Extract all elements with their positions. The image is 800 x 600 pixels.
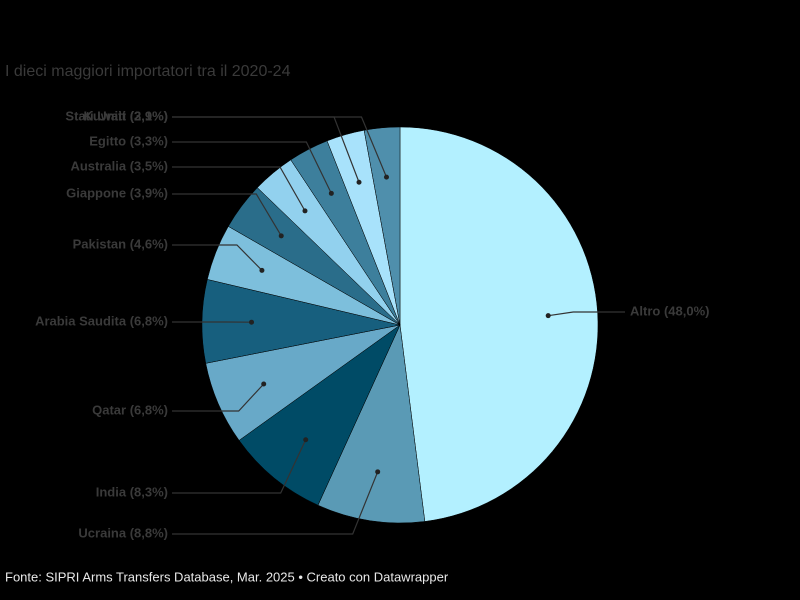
leader-dot: [383, 174, 389, 180]
slice-label: Altro (48,0%): [630, 303, 709, 318]
leader-line: [172, 166, 306, 212]
leader-line: [172, 141, 332, 194]
leader-dot: [356, 179, 362, 185]
slice-label: Ucraina (8,8%): [78, 525, 168, 540]
leader-dot: [545, 313, 551, 319]
leader-line: [172, 383, 265, 412]
leader-dot: [249, 319, 255, 325]
slice-label: Kuwait (2,9%): [83, 108, 168, 123]
chart-title: I dieci maggiori importatori tra il 2020…: [5, 63, 291, 80]
leader-dot: [303, 437, 309, 443]
leader-line: [172, 439, 307, 494]
pie-slice: [363, 126, 401, 326]
pie-slice: [238, 324, 401, 506]
slice-label: Pakistan (4,6%): [73, 236, 168, 251]
leader-line: [548, 311, 625, 317]
slice-label: Qatar (6,8%): [92, 402, 168, 417]
leader-dot: [261, 381, 267, 387]
leader-line: [172, 244, 263, 271]
leader-dot: [328, 190, 334, 196]
leader-line: [172, 471, 379, 535]
leader-dot: [278, 233, 284, 239]
slice-label: Giappone (3,9%): [66, 185, 168, 200]
slice-label: Australia (3,5%): [70, 158, 168, 173]
slice-label: Egitto (3,3%): [89, 133, 168, 148]
leader-line: [172, 116, 388, 178]
leader-dot: [259, 267, 265, 273]
source-note: Fonte: SIPRI Arms Transfers Database, Ma…: [5, 569, 449, 584]
leader-dot: [375, 469, 381, 475]
leader-dot: [302, 208, 308, 214]
slice-label: Stati Uniti (3,1%): [65, 108, 168, 123]
leader-line: [172, 193, 282, 237]
pie-slice: [317, 324, 426, 524]
slice-label: India (8,3%): [96, 484, 168, 499]
slice-label: Arabia Saudita (6,8%): [35, 313, 168, 328]
